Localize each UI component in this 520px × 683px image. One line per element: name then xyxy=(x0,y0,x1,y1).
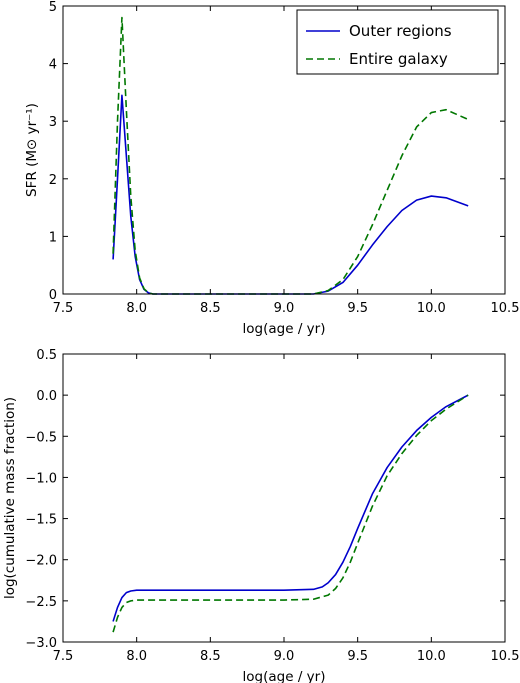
mass-series-line-outer-regions xyxy=(112,394,469,622)
sfr-x-tick-label: 10.5 xyxy=(491,301,520,316)
mass-x-axis-label: log(age / yr) xyxy=(243,669,326,683)
mass-y-tick-label: 0.5 xyxy=(36,348,57,363)
mass-x-tick-label: 8.0 xyxy=(126,649,147,664)
sfr-x-tick-label: 9.0 xyxy=(274,301,295,316)
sfr-y-tick-label: 0 xyxy=(49,288,57,303)
sfr-x-ticks: 7.5 8.0 8.5 9.0 9.5 10.0 10.5 xyxy=(53,6,520,316)
mass-x-tick-label: 10.5 xyxy=(491,649,520,664)
legend-label-outer-regions: Outer regions xyxy=(349,22,452,40)
mass-series-line-entire-galaxy xyxy=(112,394,469,633)
mass-y-axis-label: log(cumulative mass fraction) xyxy=(2,397,18,599)
sfr-y-tick-label: 4 xyxy=(49,58,57,73)
sfr-y-tick-label: 3 xyxy=(49,115,57,130)
sfr-x-tick-label: 9.5 xyxy=(347,301,368,316)
mass-y-tick-label: −1.5 xyxy=(25,513,57,528)
mass-fraction-panel: 7.5 8.0 8.5 9.0 9.5 10.0 10.5 −3.0 −2.5 −2.0 −1.5… xyxy=(2,348,519,683)
mass-y-tick-label: −2.0 xyxy=(25,554,57,569)
mass-x-tick-label: 9.5 xyxy=(347,649,368,664)
mass-x-ticks: 7.5 8.0 8.5 9.0 9.5 10.0 10.5 xyxy=(53,354,520,664)
legend: Outer regions Entire galaxy xyxy=(296,9,499,75)
mass-y-tick-label: −1.0 xyxy=(25,471,57,486)
sfr-y-axis-label: SFR (M⊙ yr⁻¹) xyxy=(24,103,40,197)
sfr-x-tick-label: 10.0 xyxy=(417,301,446,316)
mass-x-tick-label: 7.5 xyxy=(53,649,74,664)
sfr-y-tick-label: 2 xyxy=(49,173,57,188)
mass-x-tick-label: 9.0 xyxy=(274,649,295,664)
legend-box xyxy=(296,9,499,75)
sfr-x-tick-label: 7.5 xyxy=(53,301,74,316)
sfr-x-axis-label: log(age / yr) xyxy=(243,321,326,337)
sfr-x-tick-label: 8.0 xyxy=(126,301,147,316)
legend-label-entire-galaxy: Entire galaxy xyxy=(349,50,448,68)
sfr-y-tick-label: 5 xyxy=(49,0,57,15)
mass-series-group xyxy=(112,394,469,633)
mass-y-tick-label: 0.0 xyxy=(36,389,57,404)
mass-x-tick-label: 10.0 xyxy=(417,649,446,664)
sfr-y-tick-label: 1 xyxy=(49,230,57,245)
sfr-x-tick-label: 8.5 xyxy=(200,301,221,316)
mass-y-ticks: −3.0 −2.5 −2.0 −1.5 −1.0 −0.5 0.0 0.5 xyxy=(25,348,505,651)
mass-y-tick-label: −2.5 xyxy=(25,595,57,610)
mass-y-tick-label: −3.0 xyxy=(25,636,57,651)
mass-x-tick-label: 8.5 xyxy=(200,649,221,664)
mass-plot-area xyxy=(63,354,505,642)
sfr-y-ticks: 0 1 2 3 4 5 xyxy=(49,0,505,303)
sfr-panel: 7.5 8.0 8.5 9.0 9.5 10.0 10.5 0 1 2 3 4 5 log(age /… xyxy=(24,0,519,337)
mass-y-tick-label: −0.5 xyxy=(25,430,57,445)
